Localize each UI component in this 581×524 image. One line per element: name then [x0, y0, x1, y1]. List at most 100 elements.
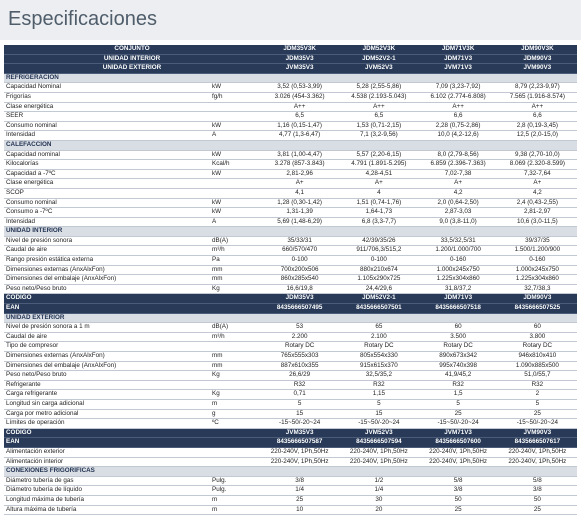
- value-cell: 1,15: [339, 389, 419, 400]
- value-cell: 3/8: [418, 485, 498, 496]
- section-row: UNIDAD EXTERIOR: [4, 313, 577, 324]
- value-cell: 25: [260, 495, 340, 506]
- value-cell: 1,53 (0,71-2,15): [339, 121, 419, 132]
- value-cell: 0,71: [260, 389, 340, 400]
- page-title: Especificaciones: [8, 8, 157, 30]
- value-cell: 220-240V, 1Ph,50Hz: [497, 447, 577, 458]
- section-row: REFRIGERACIÓN: [4, 73, 577, 84]
- row-label: Carga por metro adicional: [4, 409, 210, 420]
- value-cell: 53: [260, 322, 340, 333]
- value-cell: 39/37/35: [497, 236, 577, 247]
- value-cell: 1,31-1,39: [260, 207, 340, 218]
- unit: [210, 102, 261, 113]
- unit: Pa: [210, 255, 261, 266]
- row-label: Intensidad: [4, 130, 210, 141]
- row-label: Caudal de aire: [4, 245, 210, 257]
- value-cell: -15~50/-20~24: [260, 418, 340, 429]
- unit: kW: [210, 121, 261, 132]
- spec-row: Caudal de aire m³/h 2.200 2.100 3.500 3.800: [4, 332, 577, 343]
- spec-row: Clase energética A+ A+ A+ A+: [4, 178, 577, 189]
- row-label: Carga refrigerante: [4, 389, 210, 400]
- unit: dB(A): [210, 236, 261, 247]
- value-cell: 2,4 (0,43-2,55): [497, 198, 577, 209]
- value-cell: 1,5: [418, 389, 498, 400]
- value-cell: 41,9/45,2: [418, 370, 498, 381]
- unit: Pulg.: [210, 485, 261, 496]
- row-label: UNIDAD INTERIOR: [4, 54, 261, 65]
- value-cell: 25: [418, 409, 498, 420]
- model-cell: JDM71V3: [418, 54, 498, 65]
- value-cell: 220-240V, 1Ph,50Hz: [260, 447, 340, 458]
- row-label: Capacidad Nominal: [4, 82, 210, 93]
- row-label: CÓDIGO: [4, 428, 261, 439]
- model-cell: 8435666507600: [418, 437, 498, 448]
- unit: A: [210, 217, 261, 228]
- row-label: Consumo a -7ºC: [4, 207, 210, 218]
- unit: [210, 111, 261, 122]
- unit: [210, 188, 261, 199]
- row-label: Kilocalorías: [4, 159, 210, 170]
- unit: mm: [210, 265, 261, 276]
- value-cell: 2,0 (0,64-2,50): [418, 198, 498, 209]
- spec-table: CONJUNTO JDM35V3K JDM52V3K JDM71V3K JDM90V3K…: [4, 45, 577, 516]
- unit: kW: [210, 198, 261, 209]
- spec-row: Límites de operación ºC -15~50/-20~24 -15~5…: [4, 418, 577, 429]
- value-cell: 1,16 (0,15-1,47): [260, 121, 340, 132]
- unit: mm: [210, 274, 261, 285]
- value-cell: 3/8: [497, 485, 577, 496]
- model-cell: JDM71V3K: [418, 45, 498, 55]
- value-cell: 660/570/470: [260, 245, 340, 257]
- value-cell: 6.102 (2.774-6.808): [418, 92, 498, 103]
- value-cell: 7,09 (3,23-7,92): [418, 82, 498, 93]
- spec-row: Peso neto/Peso bruto Kg 26,6/29 32,5/35,2 41…: [4, 370, 577, 381]
- value-cell: 5,57 (2,20-6,15): [339, 150, 419, 161]
- spec-row: Alimentación exterior 220-240V, 1Ph,50Hz 2…: [4, 447, 577, 458]
- value-cell: 25: [497, 505, 577, 516]
- unit: kW: [210, 207, 261, 218]
- unit: g: [210, 409, 261, 420]
- value-cell: 35/33/31: [260, 236, 340, 247]
- value-cell: 65: [339, 322, 419, 333]
- value-cell: A++: [418, 102, 498, 113]
- model-cell: JDM71V3: [418, 293, 498, 305]
- unit: Kg: [210, 389, 261, 400]
- row-label: EAN: [4, 303, 261, 314]
- value-cell: 6,6: [497, 111, 577, 122]
- unit: Pulg.: [210, 476, 261, 487]
- spec-row: Tipo de compresor Rotary DC Rotary DC Rotar…: [4, 341, 577, 352]
- section-row: CALEFACCIÓN: [4, 140, 577, 151]
- value-cell: A++: [497, 102, 577, 113]
- value-cell: 4,1: [260, 188, 340, 199]
- value-cell: Rotary DC: [418, 341, 498, 352]
- model-cell: JVM71V3: [418, 428, 498, 439]
- row-label: CÓDIGO: [4, 293, 261, 305]
- value-cell: 3.278 (857-3.843): [260, 159, 340, 170]
- row-label: Peso neto/Peso bruto: [4, 370, 210, 381]
- value-cell: 3/8: [260, 476, 340, 487]
- model-cell: JDM35V3K: [260, 45, 340, 55]
- value-cell: 911/706,3/515,2: [339, 245, 419, 257]
- unit: Kg: [210, 370, 261, 381]
- row-label: Clase energética: [4, 102, 210, 113]
- spec-row: Alimentación interior 220-240V, 1Ph,50Hz 2…: [4, 457, 577, 468]
- value-cell: 220-240V, 1Ph,50Hz: [339, 447, 419, 458]
- unit: [210, 178, 261, 189]
- row-label: Consumo nominal: [4, 121, 210, 132]
- row-label: Alimentación interior: [4, 457, 210, 468]
- value-cell: 7,32-7,64: [497, 169, 577, 180]
- unit: mm: [210, 361, 261, 372]
- value-cell: 31,8/37,2: [418, 284, 498, 295]
- spec-row: Longitud sin carga adicional m 5 5 5 5: [4, 399, 577, 410]
- unit: kW: [210, 169, 261, 180]
- value-cell: 0-100: [260, 255, 340, 266]
- value-cell: 805x554x330: [339, 351, 419, 362]
- value-cell: 1,64-1,73: [339, 207, 419, 218]
- spec-row: Dimensiones externas (AnxAlxFon) mm 700x20…: [4, 265, 577, 276]
- value-cell: 1.105x290x725: [339, 274, 419, 285]
- value-cell: 700x200x506: [260, 265, 340, 276]
- spec-row: Nivel de presión sonora a 1 m dB(A) 53 65 60…: [4, 322, 577, 333]
- value-cell: 220-240V, 1Ph,50Hz: [339, 457, 419, 468]
- value-cell: 6,5: [260, 111, 340, 122]
- value-cell: 5/8: [418, 476, 498, 487]
